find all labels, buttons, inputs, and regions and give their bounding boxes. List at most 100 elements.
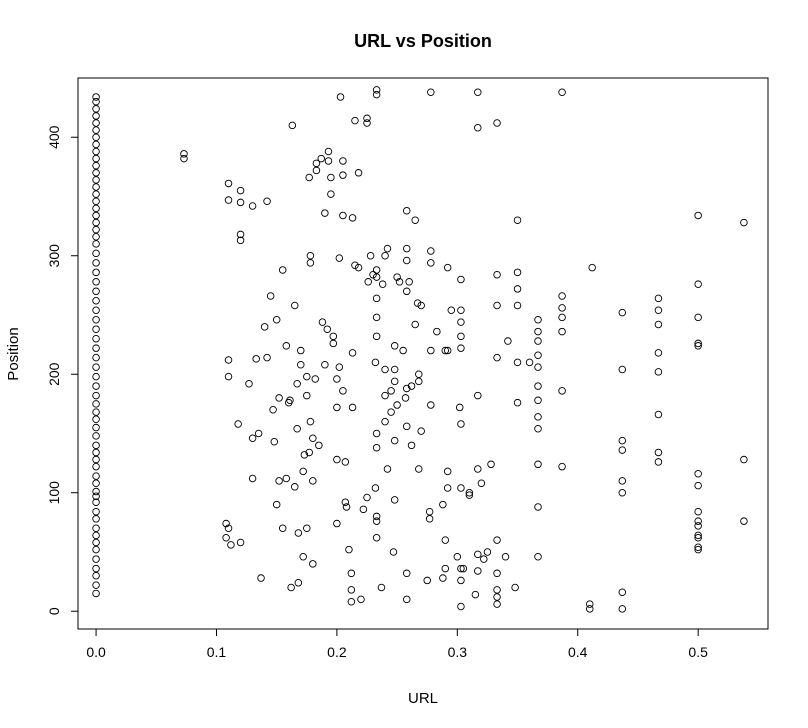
data-point xyxy=(618,436,627,445)
data-point xyxy=(405,278,413,286)
data-point xyxy=(300,451,309,459)
data-point xyxy=(260,323,269,331)
data-point xyxy=(257,574,265,582)
data-point xyxy=(347,569,356,578)
data-point xyxy=(372,86,381,94)
data-point xyxy=(324,157,333,165)
data-point xyxy=(92,97,100,106)
data-point xyxy=(92,391,100,400)
data-point xyxy=(694,531,702,540)
data-point xyxy=(402,206,411,215)
data-point xyxy=(534,382,542,390)
data-point xyxy=(390,365,399,374)
data-point xyxy=(180,150,188,158)
data-point xyxy=(402,569,411,578)
data-point xyxy=(291,301,299,310)
data-point xyxy=(381,417,389,426)
data-point xyxy=(339,387,347,395)
data-point xyxy=(558,292,566,300)
y-axis-label: Position xyxy=(5,327,22,380)
data-point xyxy=(480,555,488,563)
data-point xyxy=(534,363,542,371)
data-point xyxy=(92,325,100,333)
data-point xyxy=(333,519,341,528)
data-point xyxy=(92,119,100,127)
data-point xyxy=(415,465,423,473)
data-point xyxy=(92,400,100,408)
data-point xyxy=(335,363,344,371)
data-point xyxy=(333,455,341,464)
data-point xyxy=(248,434,257,442)
data-point xyxy=(339,171,347,179)
x-tick-label: 0.4 xyxy=(568,644,588,660)
data-point xyxy=(309,434,317,442)
data-point xyxy=(694,342,702,350)
y-tick-label: 0 xyxy=(46,607,62,615)
data-point xyxy=(347,586,356,594)
data-point xyxy=(224,524,233,533)
data-point xyxy=(457,275,465,284)
data-point xyxy=(415,377,423,386)
data-point xyxy=(286,396,294,405)
data-point xyxy=(513,216,522,224)
data-point xyxy=(372,534,381,542)
data-point xyxy=(299,552,307,561)
data-point xyxy=(263,353,271,362)
data-point xyxy=(366,251,375,260)
data-point xyxy=(443,263,452,272)
x-axis-label: URL xyxy=(408,690,438,707)
data-point xyxy=(618,365,627,374)
data-point xyxy=(248,202,257,210)
data-point xyxy=(618,477,627,485)
data-point xyxy=(493,301,501,310)
data-point xyxy=(534,396,542,405)
data-point xyxy=(245,379,253,388)
data-point xyxy=(534,327,542,336)
data-point xyxy=(654,368,663,376)
data-point xyxy=(457,318,465,326)
data-point xyxy=(407,382,416,390)
data-point xyxy=(504,337,512,345)
data-point xyxy=(534,413,542,421)
data-point xyxy=(372,266,381,274)
data-point xyxy=(294,529,303,537)
data-point xyxy=(402,595,411,604)
data-point xyxy=(402,244,411,253)
data-point xyxy=(92,441,100,450)
data-point xyxy=(324,147,333,156)
data-point xyxy=(493,569,501,578)
data-point xyxy=(455,403,464,412)
data-point xyxy=(282,474,291,483)
data-point xyxy=(318,318,327,326)
data-point xyxy=(224,179,233,188)
data-point xyxy=(372,313,381,322)
data-point xyxy=(402,256,411,265)
chart-title: URL vs Position xyxy=(354,31,492,51)
data-point xyxy=(393,273,401,281)
data-point xyxy=(393,401,401,409)
y-tick-label: 300 xyxy=(46,244,62,268)
data-point xyxy=(474,88,482,96)
data-point xyxy=(92,589,100,598)
data-point xyxy=(441,564,450,573)
data-point xyxy=(345,545,353,554)
data-point xyxy=(477,479,486,488)
data-point xyxy=(513,285,522,293)
data-point xyxy=(534,337,542,345)
data-point xyxy=(453,552,462,561)
x-tick-label: 0.2 xyxy=(327,644,347,660)
data-point xyxy=(351,116,359,125)
data-point xyxy=(534,552,542,561)
data-point xyxy=(236,198,245,207)
data-point xyxy=(339,157,347,165)
x-tick-label: 0.3 xyxy=(448,644,468,660)
data-point xyxy=(92,408,100,416)
data-point xyxy=(333,403,341,412)
data-point xyxy=(558,304,566,312)
data-point xyxy=(92,555,100,563)
data-point xyxy=(92,432,100,440)
data-point xyxy=(282,342,291,350)
data-point xyxy=(92,581,100,589)
data-point xyxy=(92,571,100,580)
data-point xyxy=(694,543,702,551)
